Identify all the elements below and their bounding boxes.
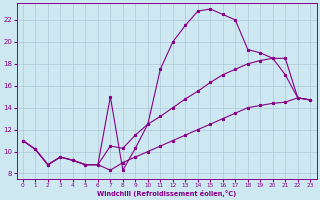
X-axis label: Windchill (Refroidissement éolien,°C): Windchill (Refroidissement éolien,°C) bbox=[97, 190, 236, 197]
